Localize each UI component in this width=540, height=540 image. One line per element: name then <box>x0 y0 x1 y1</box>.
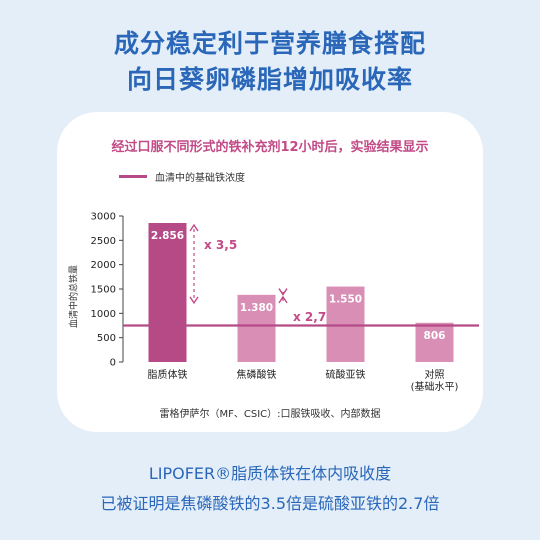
annotation-arrow-head-up <box>278 295 288 304</box>
annotation-arrow-head-down <box>278 288 288 296</box>
x-category-label: 硫酸亚铁 <box>326 368 366 381</box>
chart-title: 经过口服不同形式的铁补充剂12小时后，实验结果显示 <box>111 140 429 155</box>
bar-value-label: 2.856 <box>151 230 184 242</box>
y-tick-label: 1000 <box>91 309 116 320</box>
annotation-arrow-head-up <box>189 223 199 232</box>
bar <box>326 286 365 362</box>
legend-label: 血清中的基础铁浓度 <box>155 172 245 184</box>
headline-line-2: 向日葵卵磷脂增加吸收率 <box>126 65 413 94</box>
y-tick-label: 0 <box>110 358 116 369</box>
y-tick-label: 3000 <box>91 212 116 223</box>
x-category-label: 焦磷酸铁 <box>237 368 277 381</box>
x-category-label: 对照 <box>425 368 445 381</box>
footer-line-1: LIPOFER®脂质体铁在体内吸收度 <box>148 464 392 483</box>
y-tick-label: 2500 <box>91 236 116 247</box>
annotation-label: x 3,5 <box>204 238 237 252</box>
annotation-arrow-head-down <box>189 296 199 305</box>
chart-legend: 血清中的基础铁浓度 <box>119 168 245 184</box>
bar-value-label: 806 <box>424 330 446 342</box>
bar <box>237 294 276 362</box>
bar-chart-plot: 0 500 1000 1500 2000 2500 3000 2.856 脂质体铁 1.380 焦磷… <box>91 212 479 393</box>
bar-value-label: 1.380 <box>240 302 273 314</box>
x-category-label: (基础水平) <box>411 380 459 393</box>
footer-line-2: 已被证明是焦磷酸铁的3.5倍是硫酸亚铁的2.7倍 <box>100 494 440 513</box>
source-note: 雷格伊萨尔（MF、CSIC）:口服铁吸收、内部数据 <box>159 409 381 420</box>
y-tick-label: 1500 <box>91 285 116 296</box>
bar <box>148 223 187 362</box>
headline-line-1: 成分稳定利于营养膳食搭配 <box>113 29 426 58</box>
bar-value-label: 1.550 <box>329 294 362 306</box>
y-tick-label: 500 <box>97 333 116 344</box>
y-tick-label: 2000 <box>91 260 116 271</box>
chart-card: 经过口服不同形式的铁补充剂12小时后，实验结果显示 血清中的基础铁浓度 血清中的… <box>57 112 483 432</box>
x-category-label: 脂质体铁 <box>148 368 188 381</box>
bar <box>415 322 454 362</box>
annotation-label: x 2,7 <box>293 310 326 324</box>
legend-line-swatch <box>119 174 147 178</box>
